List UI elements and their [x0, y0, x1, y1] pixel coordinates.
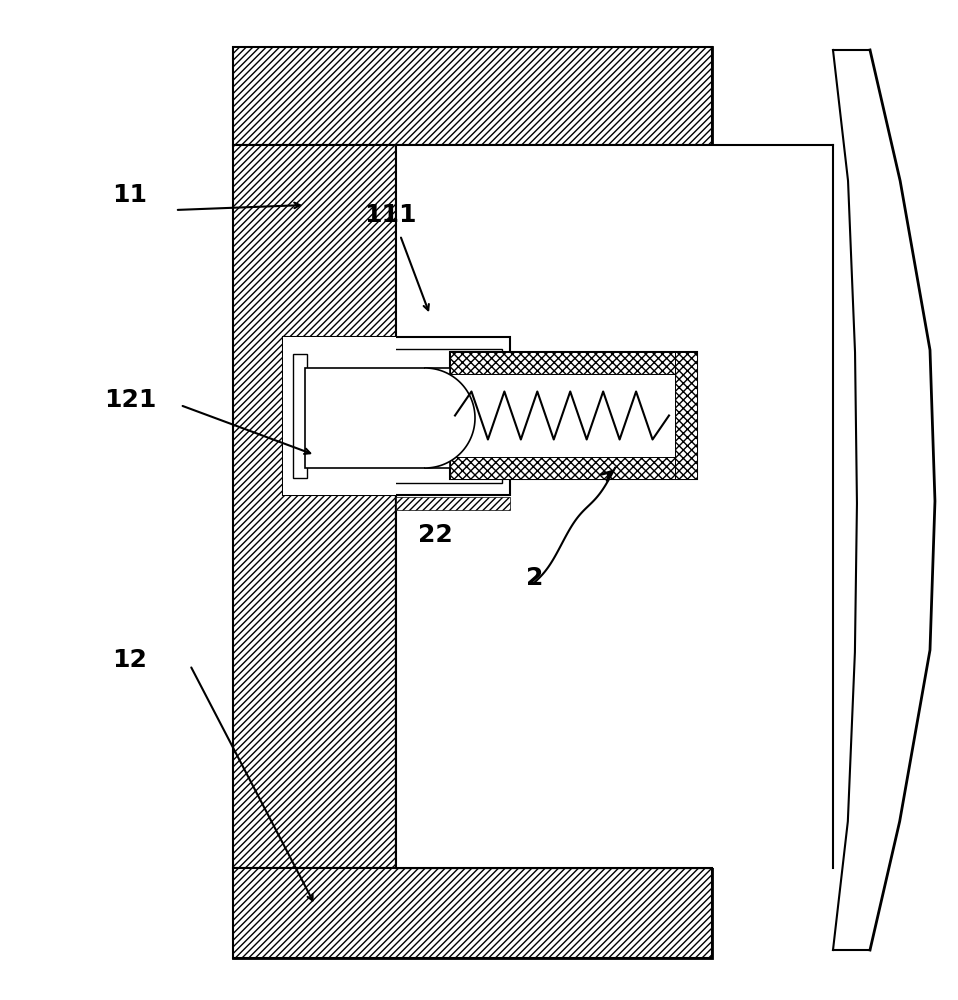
Bar — [293, 354, 307, 478]
Bar — [305, 368, 450, 468]
Text: 121: 121 — [103, 388, 156, 412]
Bar — [283, 337, 510, 495]
Bar — [291, 349, 502, 483]
Bar — [233, 868, 712, 958]
Bar — [283, 337, 396, 495]
Bar — [396, 145, 833, 868]
Bar — [396, 497, 712, 868]
Text: 12: 12 — [112, 648, 148, 672]
Bar — [450, 352, 697, 374]
Text: 2: 2 — [526, 566, 544, 590]
Bar — [675, 352, 697, 479]
Bar — [396, 497, 510, 510]
Polygon shape — [425, 368, 475, 468]
Text: 111: 111 — [364, 203, 416, 227]
Bar — [450, 457, 697, 479]
Text: 22: 22 — [418, 523, 452, 547]
Bar — [450, 352, 697, 479]
Bar — [233, 145, 396, 868]
Bar — [233, 47, 712, 958]
Text: 11: 11 — [112, 183, 148, 207]
Bar — [233, 47, 712, 145]
